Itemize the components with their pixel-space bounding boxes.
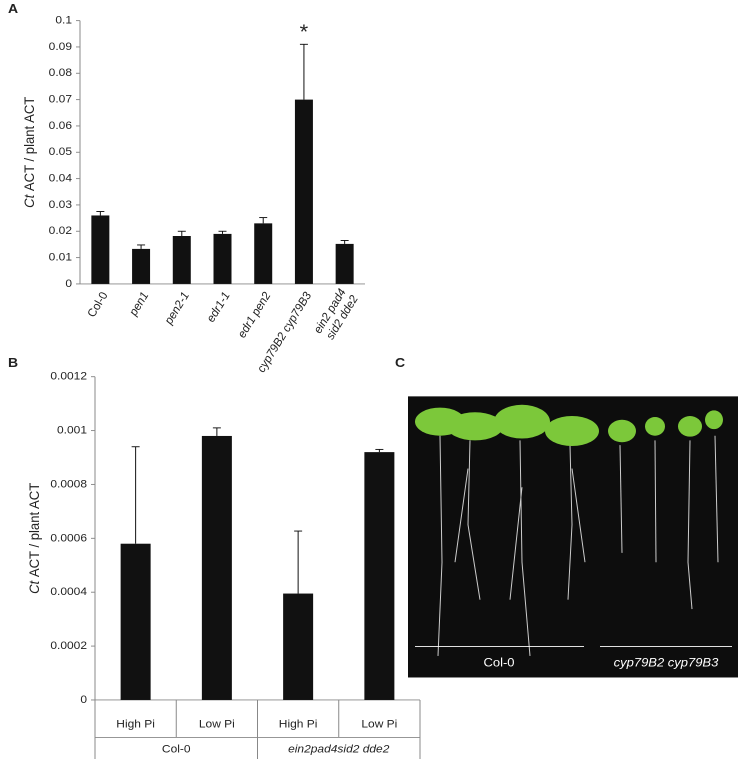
photo-caption: cyp79B2 cyp79B3	[614, 656, 719, 670]
y-tick-label: 0.001	[57, 424, 87, 437]
x-tick-label: Col-0	[85, 290, 111, 320]
bar	[132, 248, 151, 284]
photo: Col-0 cyp79B2 cyp79B3	[408, 396, 738, 678]
y-axis-label-italic: Ct	[21, 194, 36, 208]
rosettes	[415, 404, 723, 447]
y-tick-label: 0.0002	[50, 639, 87, 652]
y-tick-label: 0.05	[49, 146, 72, 159]
y-tick-label: 0.04	[49, 172, 73, 185]
error-bar	[212, 427, 221, 436]
panel-label: C	[395, 355, 405, 370]
x-tick-label: pen1	[126, 290, 151, 319]
x-tick-label: ein2 pad4sid2 dde2	[311, 286, 361, 342]
y-tick-label: 0.0008	[50, 478, 87, 491]
error-bar	[299, 43, 308, 100]
y-tick-label: 0.0004	[50, 585, 87, 598]
bar	[364, 452, 395, 700]
y-axis-label: Ct ACT / plant ACT	[26, 483, 41, 594]
y-tick-label: 0.03	[49, 198, 72, 211]
y-tick-label: 0.0006	[50, 532, 87, 545]
roots	[437, 435, 719, 656]
bar	[254, 223, 273, 284]
panel-label: A	[8, 1, 18, 16]
group-label: Col-0	[162, 743, 191, 756]
y-tick-label: 0	[80, 693, 87, 706]
x-tick-label: pen2-1	[161, 290, 192, 327]
bar	[91, 215, 110, 284]
bar	[294, 99, 313, 284]
bar	[201, 435, 232, 700]
error-bar	[177, 230, 186, 237]
panel-label: B	[8, 355, 18, 370]
x-tick-label: Low Pi	[199, 718, 235, 731]
bar	[213, 233, 232, 284]
bar	[283, 593, 314, 700]
error-bar	[294, 530, 303, 594]
error-bar	[96, 211, 105, 216]
y-tick-label: 0.01	[49, 251, 72, 264]
bar	[172, 236, 191, 284]
y-tick-label: 0.0012	[50, 370, 87, 383]
error-bar	[375, 448, 384, 453]
y-tick-label: 0.02	[49, 225, 72, 238]
y-axis-label-italic: Ct	[26, 580, 41, 594]
y-tick-label: 0	[65, 277, 72, 290]
error-bar	[218, 230, 227, 234]
y-tick-label: 0.08	[49, 67, 72, 80]
photo-caption: Col-0	[483, 656, 514, 670]
error-bar	[131, 446, 140, 544]
error-bar	[259, 217, 268, 224]
error-bar	[340, 240, 349, 244]
bar	[335, 243, 354, 284]
x-tick-label: High Pi	[116, 718, 155, 731]
y-tick-label: 0.1	[55, 14, 72, 27]
annotation: *	[300, 20, 309, 43]
y-axis-label: Ct ACT / plant ACT	[21, 97, 36, 208]
y-tick-label: 0.09	[49, 40, 72, 53]
x-tick-label: Low Pi	[361, 718, 397, 731]
group-label: ein2pad4sid2 dde2	[288, 743, 390, 756]
x-tick-label: edr1 pen2	[235, 289, 274, 340]
x-tick-label: edr1-1	[204, 290, 233, 324]
y-tick-label: 0.07	[49, 93, 72, 106]
y-axis-label-text: ACT / plant ACT	[21, 97, 36, 191]
x-tick-label: High Pi	[279, 718, 318, 731]
error-bar	[137, 244, 146, 249]
bar	[120, 543, 151, 700]
y-axis-label-text: ACT / plant ACT	[26, 483, 41, 577]
y-tick-label: 0.06	[49, 119, 72, 132]
